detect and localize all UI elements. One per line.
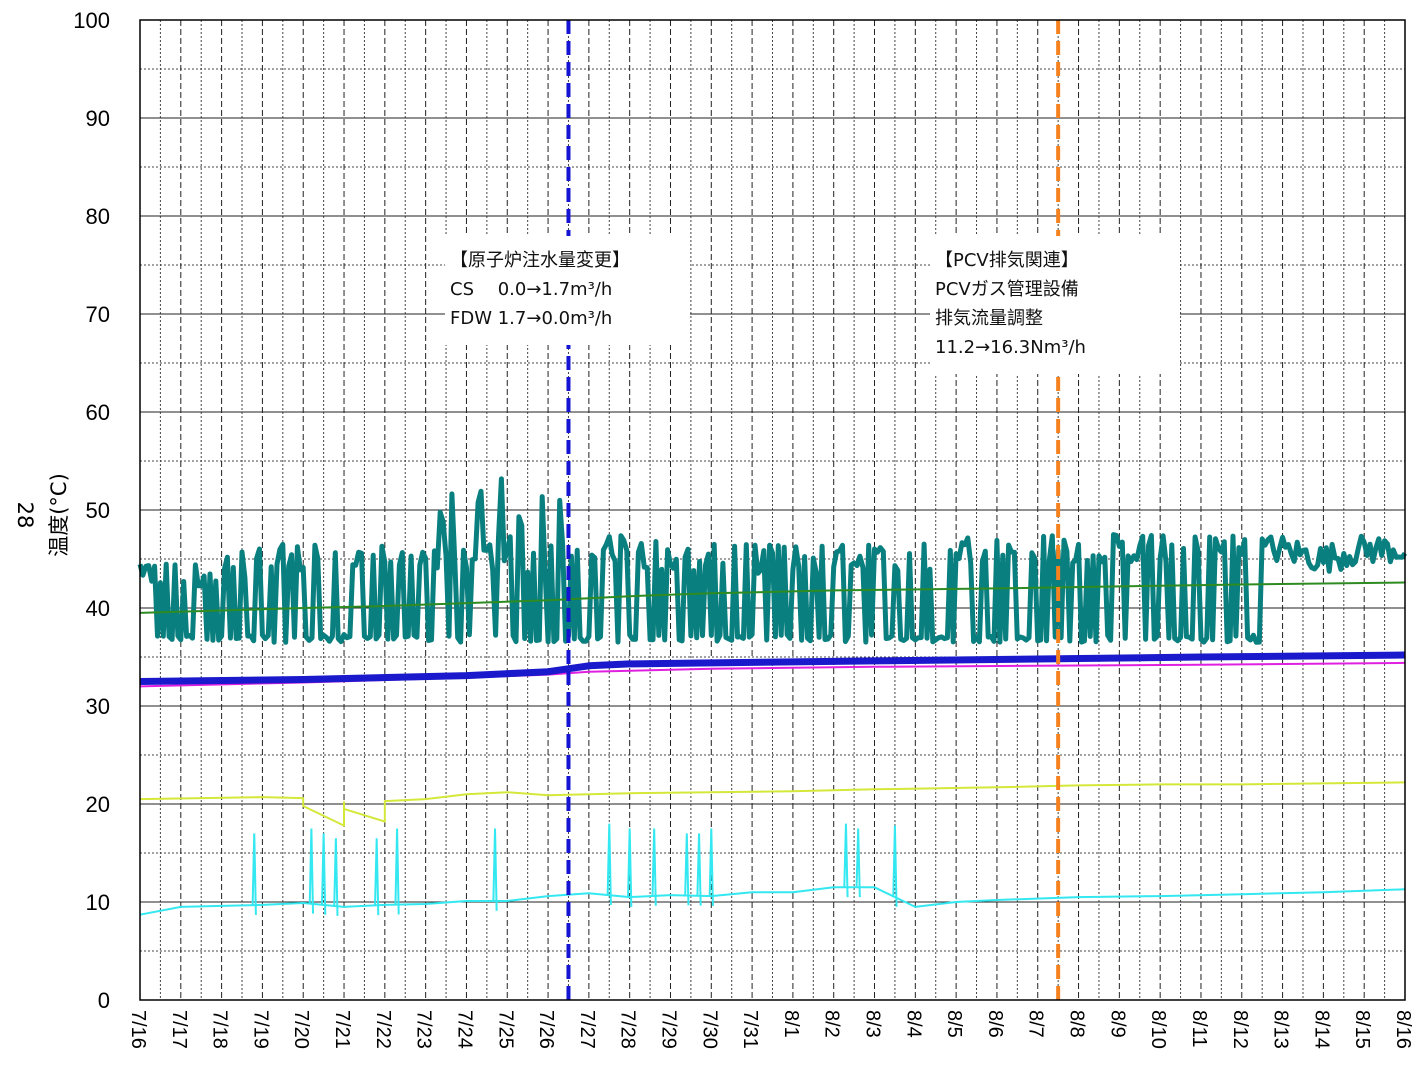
series-5-spike-15	[892, 825, 898, 907]
x-tick-label: 8/11	[1188, 1010, 1210, 1047]
x-tick-label: 8/9	[1106, 1010, 1128, 1038]
annotation-1-line-1: PCVガス管理設備	[935, 279, 1079, 300]
x-tick-label: 7/20	[290, 1010, 312, 1049]
x-tick-label: 8/12	[1229, 1010, 1251, 1049]
x-tick-label: 7/21	[331, 1010, 353, 1049]
x-tick-label: 8/3	[862, 1010, 884, 1038]
y-tick-label: 80	[86, 204, 110, 229]
annotations: 【原子炉注水量変更】 CS 0.0→1.7m³/h FDW 1.7→0.0m³/h 【…	[445, 20, 1180, 1000]
series-5-spike-9	[651, 828, 657, 906]
series-5-spike-2	[320, 833, 327, 915]
series-0-line	[137, 476, 1408, 645]
series-5-spike-11	[696, 833, 702, 906]
x-tick-label: 8/7	[1025, 1010, 1047, 1038]
x-tick-label: 8/1	[780, 1010, 802, 1038]
x-tick-label: 8/14	[1310, 1010, 1332, 1049]
x-tick-label: 8/6	[984, 1010, 1006, 1038]
y-tick-label: 30	[86, 694, 110, 719]
series-5-spike-8	[627, 828, 633, 907]
series-5-spike-14	[855, 828, 861, 898]
side-label: 28	[13, 502, 37, 529]
series-2-line	[139, 661, 1406, 688]
x-tick-label: 8/15	[1351, 1010, 1373, 1049]
x-tick-label: 7/23	[413, 1010, 435, 1049]
y-tick-label: 20	[86, 792, 110, 817]
x-tick-label: 8/2	[821, 1010, 843, 1038]
x-tick-label: 8/16	[1392, 1010, 1414, 1049]
y-tick-label: 90	[86, 106, 110, 131]
annotation-0-line-0: 【原子炉注水量変更】	[450, 250, 630, 271]
series-5-spike-3	[333, 838, 339, 916]
annotation-0-line-2: FDW 1.7→0.0m³/h	[450, 308, 612, 329]
annotation-1-line-2: 排気流量調整	[935, 308, 1043, 329]
series-1-line	[139, 581, 1406, 614]
x-tick-label: 7/16	[127, 1010, 149, 1049]
x-tick-label: 7/17	[168, 1010, 190, 1049]
series-5-spike-10	[684, 833, 690, 906]
series-5-spike-12	[708, 828, 714, 906]
annotation-box-1	[930, 236, 1180, 374]
series-5-spike-7	[606, 823, 612, 905]
y-tick-label: 10	[86, 890, 110, 915]
x-tick-label: 8/5	[943, 1010, 965, 1038]
series-5-line	[139, 886, 1406, 916]
x-tick-label: 7/28	[617, 1010, 639, 1049]
x-tick-label: 8/4	[902, 1010, 924, 1038]
annotation-0-line-1: CS 0.0→1.7m³/h	[450, 279, 612, 300]
series-5-spike-4	[374, 838, 380, 916]
x-tick-label: 7/25	[494, 1010, 516, 1049]
x-tick-label: 7/29	[657, 1010, 679, 1049]
x-tick-label: 7/22	[372, 1010, 394, 1049]
grid	[140, 19, 1405, 1001]
x-tick-label: 7/19	[249, 1010, 271, 1049]
y-tick-label: 0	[98, 988, 110, 1013]
x-tick-label: 7/31	[739, 1010, 761, 1049]
plot-area	[137, 476, 1408, 916]
y-tick-label: 70	[86, 302, 110, 327]
y-tick-label: 50	[86, 498, 110, 523]
series-5-spike-13	[843, 823, 849, 898]
x-tick-label: 7/30	[698, 1010, 720, 1049]
x-tick-label: 7/27	[576, 1010, 598, 1049]
x-tick-label: 8/10	[1147, 1010, 1169, 1049]
plot-frame	[139, 19, 1406, 1001]
axes: 0 10 20 30 40 50 60 70 80 90 100 7/16 7/17 7/18 7/19 7/…	[73, 8, 1414, 1049]
x-tick-label: 8/13	[1270, 1010, 1292, 1049]
annotation-box-0	[445, 236, 690, 345]
x-tick-label: 8/8	[1066, 1010, 1088, 1038]
series-5-spike-1	[308, 828, 315, 914]
y-tick-label: 40	[86, 596, 110, 621]
x-tick-label: 7/24	[453, 1010, 475, 1049]
annotation-1-line-0: 【PCV排気関連】	[935, 250, 1079, 271]
series-5-spike-6	[492, 828, 498, 911]
y-tick-label: 100	[73, 8, 110, 33]
series-4-line	[139, 781, 1406, 827]
series-3-line	[139, 651, 1406, 685]
y-tick-label: 60	[86, 400, 110, 425]
annotation-1-line-3: 11.2→16.3Nm³/h	[935, 337, 1086, 358]
series-5-spike-5	[394, 828, 400, 915]
y-axis-label: 温度(°C)	[47, 473, 71, 557]
series-5-spike-0	[251, 833, 257, 915]
x-tick-label: 7/26	[535, 1010, 557, 1049]
x-tick-label: 7/18	[209, 1010, 231, 1049]
